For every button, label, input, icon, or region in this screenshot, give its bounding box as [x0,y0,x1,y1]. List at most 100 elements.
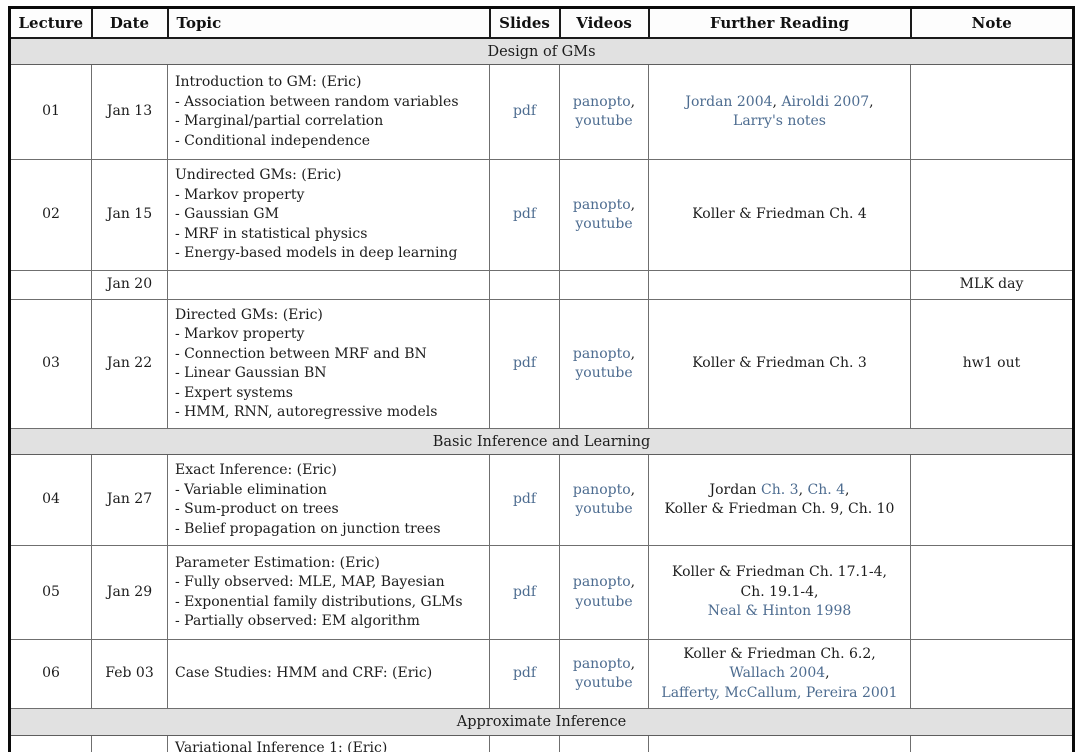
panopto-link[interactable]: panopto [572,93,631,110]
topic-bullet: - Conditional independence [175,132,370,149]
reading-link[interactable]: Airoldi 2007 [781,93,870,110]
date-cell: Feb 03 [91,639,168,709]
reading-link[interactable]: Wallach 2004 [729,665,826,682]
reading-text: Jordan [709,481,762,498]
pdf-link[interactable]: pdf [512,491,537,508]
further-reading-cell: Koller & Friedman Ch. 17.1-4, Ch. 19.1-4,… [648,545,911,640]
topic-bullet: - Expert systems [175,384,293,401]
topic-bullet: - Connection between MRF and BN [175,345,427,362]
slides-cell: pdf [489,545,560,640]
table-row: 04 Jan 27 Exact Inference: (Eric) - Variabl… [9,454,1074,546]
table-row: Jan 20 MLK day [9,270,1074,300]
slides-cell: pdf [489,454,560,546]
topic-bullet: - Exponential family distributions, GLMs [175,593,463,610]
pdf-link[interactable]: pdf [512,665,537,682]
youtube-link[interactable]: youtube [575,113,633,129]
topic-cell: Exact Inference: (Eric) - Variable elimin… [167,454,490,546]
course-schedule-table: Lecture Date Topic Slides Videos Further Read… [8,6,1075,752]
further-reading-cell: Koller & Friedman Ch. 3 [648,299,911,429]
videos-cell: panopto, youtube [559,639,649,709]
slides-cell: pdf [489,299,560,429]
pdf-link[interactable]: pdf [512,355,537,372]
topic-title: Case Studies: HMM and CRF: (Eric) [175,665,433,682]
topic-bullet: - Energy-based models in deep learning [175,245,458,262]
column-header-note: Note [909,6,1075,39]
table-row: 03 Jan 22 Directed GMs: (Eric) - Markov pro… [9,299,1074,429]
section-title: Basic Inference and Learning [9,428,1074,455]
reading-link[interactable]: Jordan 2004 [685,93,773,110]
topic-cell [167,270,490,300]
lecture-number-cell: 07 [9,735,92,752]
note-cell: hw1 out [910,299,1074,429]
column-header-slides: Slides [488,6,561,39]
note-cell [910,545,1074,640]
lecture-number-cell [9,270,92,300]
topic-bullet: - MRF in statistical physics [175,225,368,242]
videos-cell: panopto, youtube [559,64,649,160]
youtube-link[interactable]: youtube [575,216,633,232]
lecture-number-cell: 06 [9,639,92,709]
note-cell [910,454,1074,546]
panopto-link[interactable]: panopto [572,481,631,498]
comma-text: , [630,196,636,213]
topic-cell: Undirected GMs: (Eric) - Markov property -… [167,159,490,271]
videos-cell: panopto, youtube [559,159,649,271]
lecture-number-cell: 03 [9,299,92,429]
reading-text: , [798,481,808,498]
reading-link[interactable]: Ch. 3 [761,481,799,498]
header-row: Lecture Date Topic Slides Videos Further Read… [8,6,1075,39]
panopto-link[interactable]: panopto [572,345,631,362]
slides-cell: pdf [489,735,560,752]
youtube-link[interactable]: youtube [575,365,633,381]
lecture-number-cell: 04 [9,454,92,546]
reading-link[interactable]: Larry's notes [733,113,826,129]
topic-bullet: - Markov property [175,326,305,342]
panopto-link[interactable]: panopto [573,750,631,752]
videos-cell [559,270,649,300]
column-header-topic: Topic [166,6,491,39]
topic-title: Undirected GMs: (Eric) [175,167,342,184]
note-cell: MLK day [910,270,1074,300]
topic-bullet: - Fully observed: MLE, MAP, Bayesian [175,574,445,590]
table-row: 05 Jan 29 Parameter Estimation: (Eric) - Fu… [9,545,1074,640]
section-row: Basic Inference and Learning [9,428,1074,455]
further-reading-cell: Wainwright, Jordan 2008 [648,735,911,752]
youtube-link[interactable]: youtube [575,675,633,691]
reading-text: , [869,93,874,110]
lecture-number-cell: 02 [9,159,92,271]
slides-cell: pdf [489,64,560,160]
slides-cell [489,270,560,300]
youtube-link[interactable]: youtube [575,501,633,517]
youtube-link[interactable]: youtube [575,593,633,610]
panopto-link[interactable]: panopto [572,196,631,213]
panopto-link[interactable]: panopto [572,655,631,672]
topic-bullet: - Marginal/partial correlation [175,113,384,129]
topic-title: Parameter Estimation: (Eric) [175,554,380,571]
topic-bullet: - Variable elimination [175,481,327,498]
lecture-number-cell: 05 [9,545,92,640]
comma-text: , [630,345,636,362]
reading-link[interactable]: Lafferty, McCallum, Pereira 2001 [661,684,898,701]
topic-cell: Directed GMs: (Eric) - Markov property - C… [167,299,490,429]
comma-text: , [630,574,636,590]
pdf-link[interactable]: pdf [512,103,537,120]
column-header-videos: Videos [558,6,650,39]
videos-cell: panopto, youtube [559,299,649,429]
pdf-link[interactable]: pdf [512,206,537,223]
pdf-link[interactable]: pdf [512,583,537,600]
date-cell: Jan 13 [91,64,168,160]
date-cell: Feb 05 [91,735,168,752]
note-cell [910,64,1074,160]
reading-text: Koller & Friedman Ch. 4 [692,206,867,223]
topic-bullet: - HMM, RNN, autoregressive models [175,404,438,420]
reading-link[interactable]: Neal & Hinton 1998 [707,603,852,620]
reading-text: Ch. 19.1-4, [740,583,819,600]
section-row: Approximate Inference [9,708,1074,736]
topic-cell: Parameter Estimation: (Eric) - Fully obse… [167,545,490,640]
reading-link[interactable]: Ch. 4 [807,481,846,498]
slides-cell: pdf [489,639,560,709]
section-title: Approximate Inference [9,708,1074,736]
section-title: Design of GMs [9,37,1074,65]
column-header-reading: Further Reading [647,6,912,39]
panopto-link[interactable]: panopto [572,574,631,590]
